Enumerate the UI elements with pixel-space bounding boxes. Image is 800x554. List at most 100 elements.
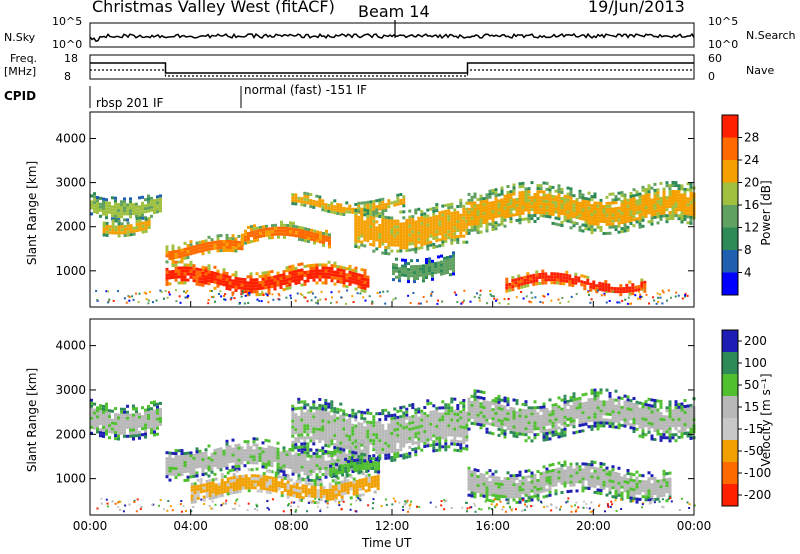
heatmap-cell <box>525 295 528 298</box>
heatmap-cell <box>414 453 418 457</box>
heatmap-cell <box>429 207 433 211</box>
heatmap-cell <box>368 454 372 458</box>
heatmap-cell <box>150 199 153 203</box>
heatmap-cell <box>333 208 337 212</box>
heatmap-cell <box>333 270 337 274</box>
heatmap-cell <box>300 274 304 278</box>
heatmap-cell <box>363 441 367 445</box>
heatmap-cell <box>432 410 436 414</box>
heatmap-cell <box>294 428 298 432</box>
heatmap-cell <box>416 259 419 262</box>
heatmap-cell <box>607 289 611 293</box>
heatmap-cell <box>294 437 298 441</box>
heatmap-cell <box>286 495 290 499</box>
heatmap-cell <box>114 434 117 438</box>
heatmap-cell <box>132 413 135 417</box>
heatmap-cell <box>349 496 353 500</box>
heatmap-cell <box>324 432 328 435</box>
heatmap-cell <box>345 428 349 432</box>
heatmap-cell <box>234 243 238 247</box>
heatmap-cell <box>402 240 406 244</box>
heatmap-cell <box>226 471 230 475</box>
heatmap-cell <box>217 488 221 492</box>
heatmap-cell <box>327 402 331 406</box>
heatmap-cell <box>523 278 527 282</box>
heatmap-cell <box>156 204 159 208</box>
heatmap-cell <box>276 456 280 460</box>
heatmap-cell <box>429 413 433 417</box>
heatmap-cell <box>339 268 343 272</box>
heatmap-cell <box>572 194 576 198</box>
heatmap-cell <box>620 203 624 207</box>
heatmap-cell <box>246 287 250 291</box>
heatmap-cell <box>208 485 212 489</box>
heatmap-cell <box>441 243 445 247</box>
heatmap-cell <box>488 413 492 417</box>
heatmap-cell <box>345 431 349 435</box>
heatmap-cell <box>500 204 504 208</box>
heatmap-cell <box>639 296 641 299</box>
heatmap-cell <box>623 211 627 215</box>
heatmap-cell <box>515 417 519 421</box>
heatmap-cell <box>297 448 301 452</box>
heatmap-cell <box>276 283 280 287</box>
heatmap-cell <box>135 407 138 411</box>
heatmap-cell <box>144 432 147 436</box>
heatmap-cell <box>291 469 295 473</box>
heatmap-cell <box>414 208 418 212</box>
heatmap-cell <box>620 209 624 213</box>
heatmap-cell <box>544 275 548 279</box>
heatmap-cell <box>165 270 169 274</box>
heatmap-cell <box>402 201 406 205</box>
heatmap-cell <box>405 225 409 228</box>
heatmap-cell <box>449 267 452 271</box>
heatmap-cell <box>372 427 376 431</box>
heatmap-cell <box>279 276 283 280</box>
heatmap-cell <box>392 263 395 267</box>
heatmap-cell <box>438 217 442 221</box>
heatmap-cell <box>213 277 217 281</box>
heatmap-cell <box>307 231 310 234</box>
heatmap-cell <box>234 246 238 250</box>
heatmap-cell <box>467 403 471 407</box>
heatmap-cell <box>584 227 588 231</box>
heatmap-cell <box>447 230 451 234</box>
heatmap-cell <box>316 230 319 234</box>
heatmap-cell <box>446 262 449 265</box>
heatmap-cell <box>228 243 232 246</box>
heatmap-cell <box>572 200 576 204</box>
heatmap-cell <box>689 191 693 195</box>
heatmap-cell <box>315 406 319 410</box>
heatmap-cell <box>551 221 555 225</box>
heatmap-cell <box>271 488 275 492</box>
heatmap-cell <box>366 441 370 445</box>
heatmap-cell <box>373 478 377 482</box>
heatmap-cell <box>322 232 325 235</box>
heatmap-cell <box>566 210 570 214</box>
heatmap-cell <box>378 412 382 416</box>
heatmap-cell <box>129 416 132 420</box>
heatmap-cell <box>258 446 262 450</box>
heatmap-cell <box>653 206 657 210</box>
heatmap-cell <box>411 218 415 222</box>
heatmap-cell <box>360 268 364 272</box>
heatmap-cell <box>202 483 206 487</box>
heatmap-cell <box>193 488 197 492</box>
heatmap-cell <box>150 205 153 209</box>
heatmap-cell <box>363 435 367 439</box>
heatmap-cell <box>324 209 328 213</box>
heatmap-cell <box>330 463 334 466</box>
heatmap-cell <box>620 215 624 219</box>
heatmap-cell <box>405 422 409 426</box>
heatmap-cell <box>366 203 370 207</box>
heatmap-cell <box>132 428 135 432</box>
heatmap-cell <box>360 440 364 444</box>
heatmap-cell <box>491 411 495 415</box>
heatmap-cell <box>470 421 474 425</box>
heatmap-cell <box>372 228 376 232</box>
heatmap-cell <box>470 201 474 205</box>
heatmap-cell <box>410 259 413 263</box>
heatmap-cell <box>497 214 501 218</box>
heatmap-cell <box>444 212 448 216</box>
heatmap-cell <box>398 267 401 271</box>
